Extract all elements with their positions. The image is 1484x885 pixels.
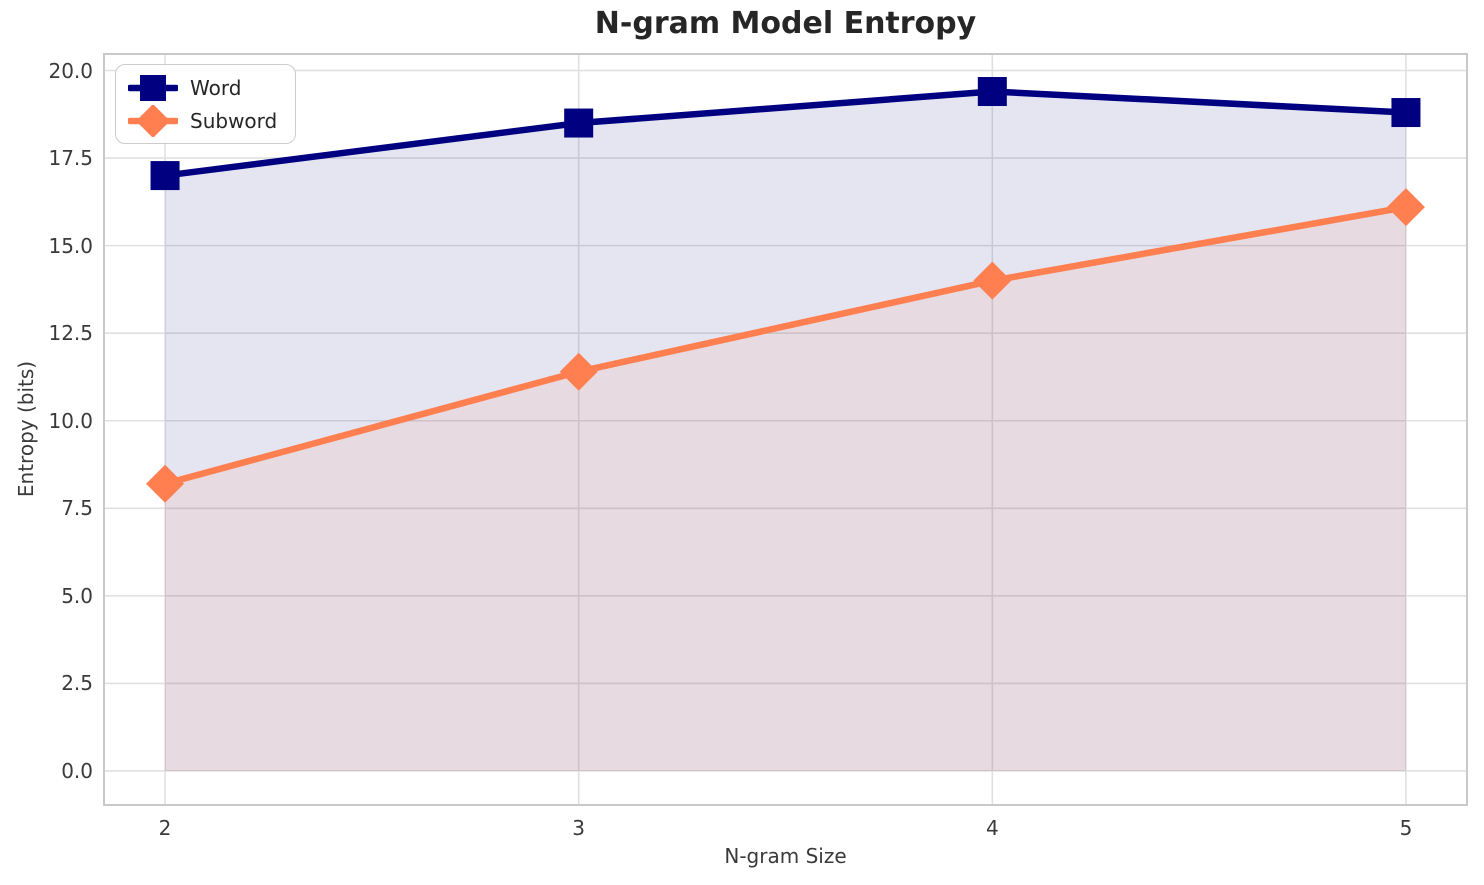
y-tick-label: 5.0: [61, 583, 93, 608]
x-tick-label: 5: [1399, 816, 1413, 840]
word-marker-point: [150, 161, 180, 191]
x-tick-label: 4: [985, 816, 999, 840]
legend-entry-subword: Subword: [128, 104, 278, 137]
subword-area-fill: [165, 207, 1406, 771]
word-marker-point: [977, 77, 1007, 107]
plot-border: [103, 53, 1468, 806]
chart-title: N-gram Model Entropy: [594, 6, 977, 41]
subword-marker-point: [146, 464, 185, 503]
y-tick-label: 17.5: [48, 146, 93, 171]
x-axis-label: N-gram Size: [724, 844, 847, 868]
y-tick-label: 12.5: [48, 321, 93, 346]
legend-label: Subword: [190, 108, 278, 133]
legend: Word Subword: [115, 64, 297, 144]
plot-area: [103, 53, 1468, 806]
subword-marker-point: [973, 261, 1012, 300]
word-marker-point: [564, 108, 594, 138]
legend-entry-word: Word: [128, 72, 277, 103]
y-axis-label: Entropy (bits): [14, 360, 38, 498]
subword-marker-point: [559, 352, 598, 391]
x-tick-label: 2: [158, 816, 172, 840]
word-marker-point: [1391, 98, 1421, 128]
y-tick-label: 15.0: [48, 233, 93, 258]
y-tick-label: 0.0: [61, 758, 93, 783]
legend-label: Word: [190, 75, 242, 100]
y-tick-label: 20.0: [48, 58, 93, 83]
subword-line: [161, 203, 1410, 488]
y-tick-label: 7.5: [61, 496, 93, 521]
word-line: [161, 88, 1410, 179]
legend-square-marker-icon: [128, 74, 178, 101]
y-tick-label: 2.5: [61, 671, 93, 696]
y-tick-label: 10.0: [48, 408, 93, 433]
x-tick-label: 3: [572, 816, 586, 840]
legend-diamond-marker-icon: [128, 104, 178, 137]
subword-marker-point: [1386, 188, 1425, 227]
